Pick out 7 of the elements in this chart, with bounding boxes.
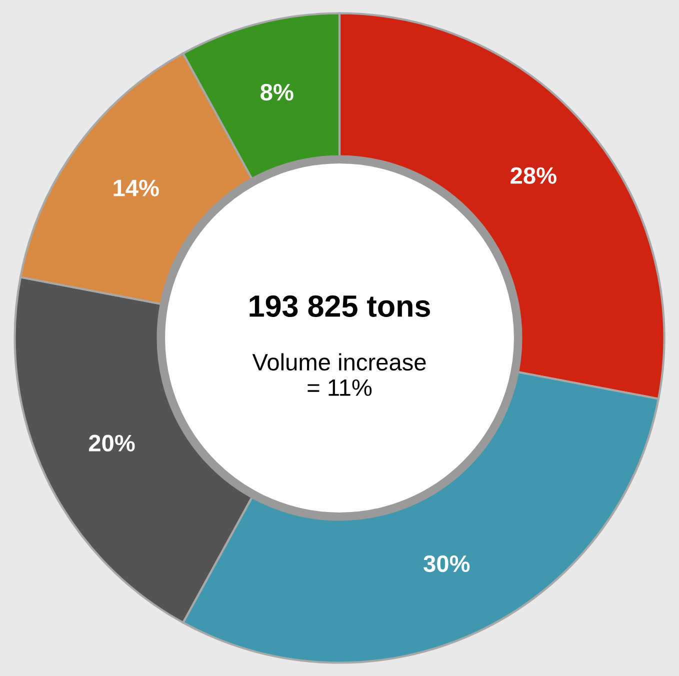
data-label: 14% (114, 180, 159, 196)
data-label: 20% (88, 434, 135, 452)
data-label: 30% (424, 555, 470, 572)
data-label: 8% (260, 84, 294, 101)
text: Volume increase = 11% (252, 353, 426, 396)
text: 193 825 tons (250, 295, 430, 318)
data-label: 28% (510, 167, 556, 184)
